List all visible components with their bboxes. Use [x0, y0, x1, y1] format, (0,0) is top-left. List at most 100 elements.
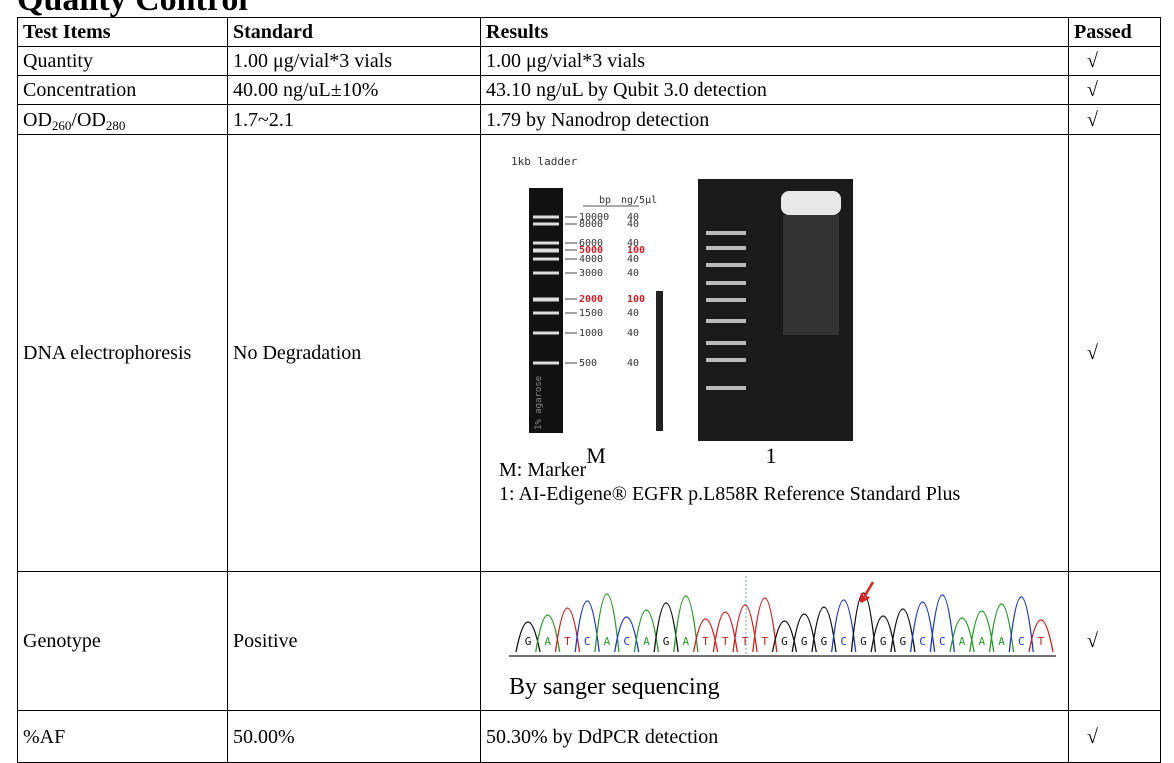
- cell: √: [1068, 571, 1161, 711]
- gel-band: [706, 298, 746, 302]
- row: OD260/OD280 1.7~2.1 1.79 by Nanodrop det…: [17, 104, 1161, 135]
- gel-band: [706, 386, 746, 390]
- peak: [831, 599, 857, 653]
- gel-band: [706, 341, 746, 345]
- base: T: [722, 635, 729, 648]
- band-size: 3000: [579, 268, 603, 279]
- band-amount: 40: [627, 212, 639, 223]
- band-amount: 40: [627, 328, 639, 339]
- band-amount: 40: [627, 358, 639, 369]
- base: T: [761, 635, 768, 648]
- lane-label: M: [586, 443, 606, 468]
- gel-band: [706, 358, 746, 362]
- sample-band: [781, 191, 841, 215]
- row: Concentration 40.00 ng/uL±10% 43.10 ng/u…: [17, 75, 1161, 105]
- column-label: bp: [599, 195, 611, 206]
- cell: Genotype: [17, 571, 228, 711]
- base: C: [584, 635, 591, 648]
- base: G: [663, 635, 670, 648]
- base: G: [801, 635, 808, 648]
- base: A: [643, 635, 650, 648]
- gel-band: [706, 246, 746, 250]
- base: A: [604, 635, 611, 648]
- agarose: 1% agarose: [534, 376, 544, 430]
- band-size: 500: [579, 358, 597, 369]
- cell: √: [1068, 134, 1161, 572]
- text: OD: [23, 108, 52, 131]
- base: A: [959, 635, 966, 648]
- header-row: Test Items Standard Results Passed: [17, 17, 1161, 47]
- peak: [929, 594, 955, 653]
- band-amount: 40: [627, 254, 639, 265]
- caption: By sanger sequencing: [509, 674, 720, 700]
- band-amount: 100: [627, 245, 645, 256]
- peak: [653, 602, 679, 653]
- band-amount: 40: [627, 268, 639, 279]
- base: A: [978, 635, 985, 648]
- base: C: [1018, 635, 1025, 648]
- base: G: [860, 635, 867, 648]
- peak: [752, 597, 778, 653]
- band-size: 4000: [579, 254, 603, 265]
- lane-strip: [656, 291, 663, 431]
- ladder-title: 1kb ladder: [511, 155, 578, 168]
- base: A: [544, 635, 551, 648]
- peak: [594, 593, 620, 653]
- band: [533, 215, 559, 219]
- gel-image: 1kb ladder bp ng/5μl 10000 40 8000 40 6000 40 500…: [511, 155, 853, 468]
- base: T: [742, 635, 749, 648]
- cell: 1kb ladder bp ng/5μl 10000 40 8000 40 6000 40 500…: [480, 134, 1069, 572]
- peak: [574, 600, 600, 653]
- base: T: [564, 635, 571, 648]
- cell: 1.00 μg/vial*3 vials: [227, 46, 481, 76]
- cell: 40.00 ng/uL±10%: [227, 75, 481, 105]
- subscript: 280: [105, 117, 126, 133]
- cell: %AF: [17, 710, 228, 763]
- band-amount: 40: [627, 238, 639, 249]
- peak: [673, 595, 699, 653]
- header-cell: Test Items: [17, 17, 228, 47]
- cell: 1.79 by Nanodrop detection: [480, 104, 1069, 135]
- band: [533, 248, 559, 253]
- cell: 1.7~2.1: [227, 104, 481, 135]
- cell: Positive: [227, 571, 481, 711]
- band-size: 1500: [579, 308, 603, 319]
- title: Quality Control: [17, 0, 248, 17]
- base: G: [880, 635, 887, 648]
- cell: 50.30% by DdPCR detection: [480, 710, 1069, 763]
- text: /OD: [71, 108, 106, 131]
- peak: [909, 601, 936, 653]
- base: G: [781, 635, 788, 648]
- cell: No Degradation: [227, 134, 481, 572]
- base: G: [525, 635, 532, 648]
- gel-band: [706, 319, 746, 323]
- band-size: 5000: [579, 245, 603, 256]
- column-label: ng/5μl: [621, 195, 657, 206]
- base: T: [1038, 635, 1045, 648]
- header-cell: Results: [480, 17, 1069, 47]
- peak: [988, 603, 1015, 653]
- base: C: [623, 635, 630, 648]
- ladder-strip: [529, 188, 563, 433]
- band-size: 6000: [579, 238, 603, 249]
- peak: [1028, 619, 1054, 653]
- band-size: 10000: [579, 212, 609, 223]
- gel-band: [706, 263, 746, 267]
- gel-band: [706, 281, 746, 285]
- peak: [850, 592, 877, 653]
- cell: √: [1068, 46, 1161, 76]
- header-cell: Passed: [1068, 17, 1161, 47]
- cell: DNA electrophoresis: [17, 134, 228, 572]
- band-size: 8000: [579, 219, 603, 230]
- base: C: [939, 635, 946, 648]
- band: [533, 361, 559, 365]
- cell: Concentration: [17, 75, 228, 105]
- gel-band: [706, 231, 746, 235]
- legend: M: Marker 1: AI-Edigene® EGFR p.L858R Re…: [499, 458, 1019, 506]
- legend-line: 1: AI-Edigene® EGFR p.L858R Reference St…: [499, 483, 961, 505]
- band: [533, 331, 559, 335]
